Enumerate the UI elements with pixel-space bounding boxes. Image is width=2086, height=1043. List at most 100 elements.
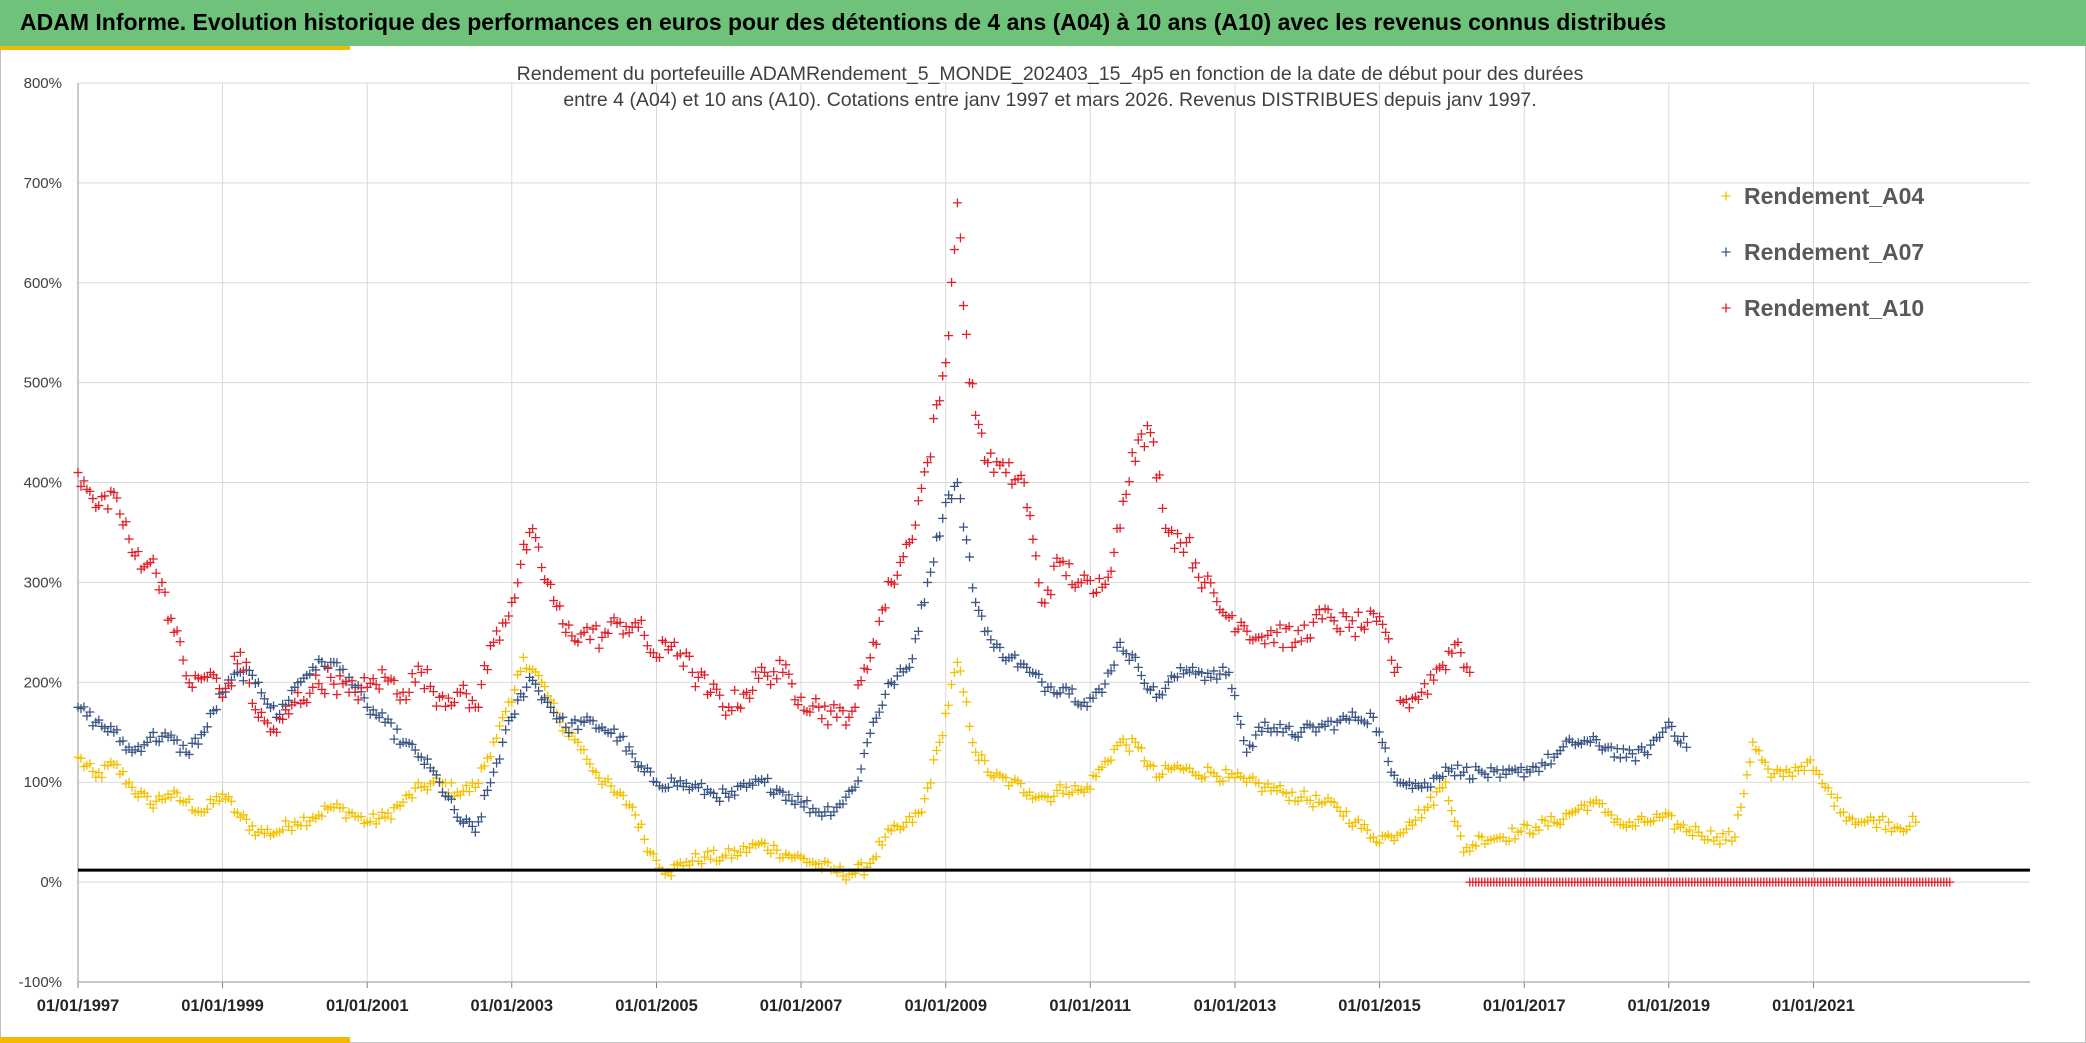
- data-point: [678, 661, 688, 671]
- data-point: [1456, 770, 1466, 780]
- data-point: [250, 830, 260, 840]
- data-point: [947, 277, 957, 287]
- data-point: [172, 626, 182, 636]
- data-point: [567, 631, 577, 641]
- data-point: [962, 535, 972, 545]
- data-point: [133, 547, 143, 557]
- data-point: [1814, 769, 1824, 779]
- data-point: [1450, 640, 1460, 650]
- data-point: [392, 689, 402, 699]
- data-point: [621, 622, 631, 631]
- data-point: [745, 693, 755, 703]
- data-point: [1417, 783, 1427, 793]
- data-point: [247, 698, 257, 708]
- data-point: [841, 875, 851, 885]
- data-point: [968, 583, 978, 593]
- data-point: [1248, 742, 1258, 752]
- data-point: [1703, 835, 1713, 845]
- data-point: [1450, 816, 1460, 826]
- data-point: [958, 301, 968, 311]
- y-tick-label: 700%: [24, 175, 62, 192]
- data-point: [1034, 669, 1044, 679]
- data-point: [1028, 534, 1038, 544]
- data-point-zero: [1945, 877, 1955, 887]
- data-point: [579, 745, 589, 755]
- data-point: [980, 756, 990, 766]
- data-point: [1742, 770, 1752, 780]
- data-point: [715, 856, 725, 866]
- data-point: [772, 845, 782, 855]
- data-point: [1805, 755, 1815, 765]
- x-tick-labels: 01/01/1997 01/01/1999 01/01/2001 01/01/2003…: [37, 997, 1855, 1015]
- data-point: [232, 659, 242, 669]
- data-point: [663, 782, 673, 792]
- data-point: [1025, 511, 1035, 521]
- data-point: [1667, 721, 1677, 731]
- data-point: [1612, 814, 1622, 824]
- data-point: [603, 628, 613, 638]
- data-point: [564, 620, 574, 630]
- data-point: [124, 534, 134, 544]
- data-point: [949, 245, 959, 255]
- data-point: [672, 781, 682, 791]
- data-point: [1221, 670, 1231, 680]
- legend-label: Rendement_A10: [1744, 295, 1924, 321]
- data-point: [76, 753, 86, 763]
- data-point: [748, 685, 758, 695]
- data-point: [133, 792, 143, 802]
- data-point: [214, 796, 224, 806]
- data-point: [435, 777, 445, 787]
- data-point: [1272, 627, 1282, 637]
- data-point: [862, 738, 872, 748]
- data-point: [1365, 833, 1375, 843]
- data-point: [269, 724, 279, 734]
- data-point: [467, 821, 477, 831]
- data-point: [1432, 664, 1442, 674]
- data-point: [278, 825, 288, 835]
- data-point: [1404, 703, 1414, 713]
- data-point: [1329, 725, 1339, 735]
- data-point: [1320, 721, 1330, 731]
- data-point: [1308, 722, 1318, 732]
- data-point: [1501, 769, 1511, 779]
- data-point: [582, 623, 592, 633]
- y-tick-label: 800%: [24, 75, 62, 92]
- data-point: [377, 665, 387, 675]
- data-point: [811, 694, 821, 704]
- data-point: [709, 679, 719, 689]
- data-point: [612, 736, 622, 746]
- data-point: [977, 428, 987, 438]
- data-point: [1835, 808, 1845, 818]
- data-point: [413, 661, 423, 671]
- data-point: [784, 790, 794, 800]
- data-point: [145, 732, 155, 742]
- data-point: [1465, 667, 1475, 677]
- data-point: [386, 814, 396, 824]
- data-point: [1606, 742, 1616, 752]
- data-point: [419, 759, 429, 769]
- data-point: [365, 817, 375, 827]
- accent-bar-top: [0, 46, 350, 50]
- x-tick-label: 01/01/2015: [1338, 997, 1421, 1015]
- data-point: [1522, 820, 1532, 830]
- data-point: [687, 667, 697, 677]
- data-point: [1655, 812, 1665, 822]
- data-point: [1441, 777, 1451, 787]
- data-point: [781, 795, 791, 805]
- data-point: [498, 713, 508, 723]
- data-point: [175, 637, 185, 647]
- data-point: [790, 695, 800, 705]
- data-point: [1106, 666, 1116, 676]
- data-point: [218, 789, 228, 799]
- data-point: [1618, 744, 1628, 754]
- data-point: [699, 670, 709, 680]
- data-point: [1685, 825, 1695, 835]
- data-point: [1447, 648, 1457, 658]
- data-point: [1203, 668, 1213, 678]
- data-point: [305, 669, 315, 679]
- data-point: [1347, 707, 1357, 717]
- data-point: [229, 651, 239, 661]
- data-point: [1293, 626, 1303, 636]
- data-point: [651, 855, 661, 865]
- data-point: [597, 632, 607, 642]
